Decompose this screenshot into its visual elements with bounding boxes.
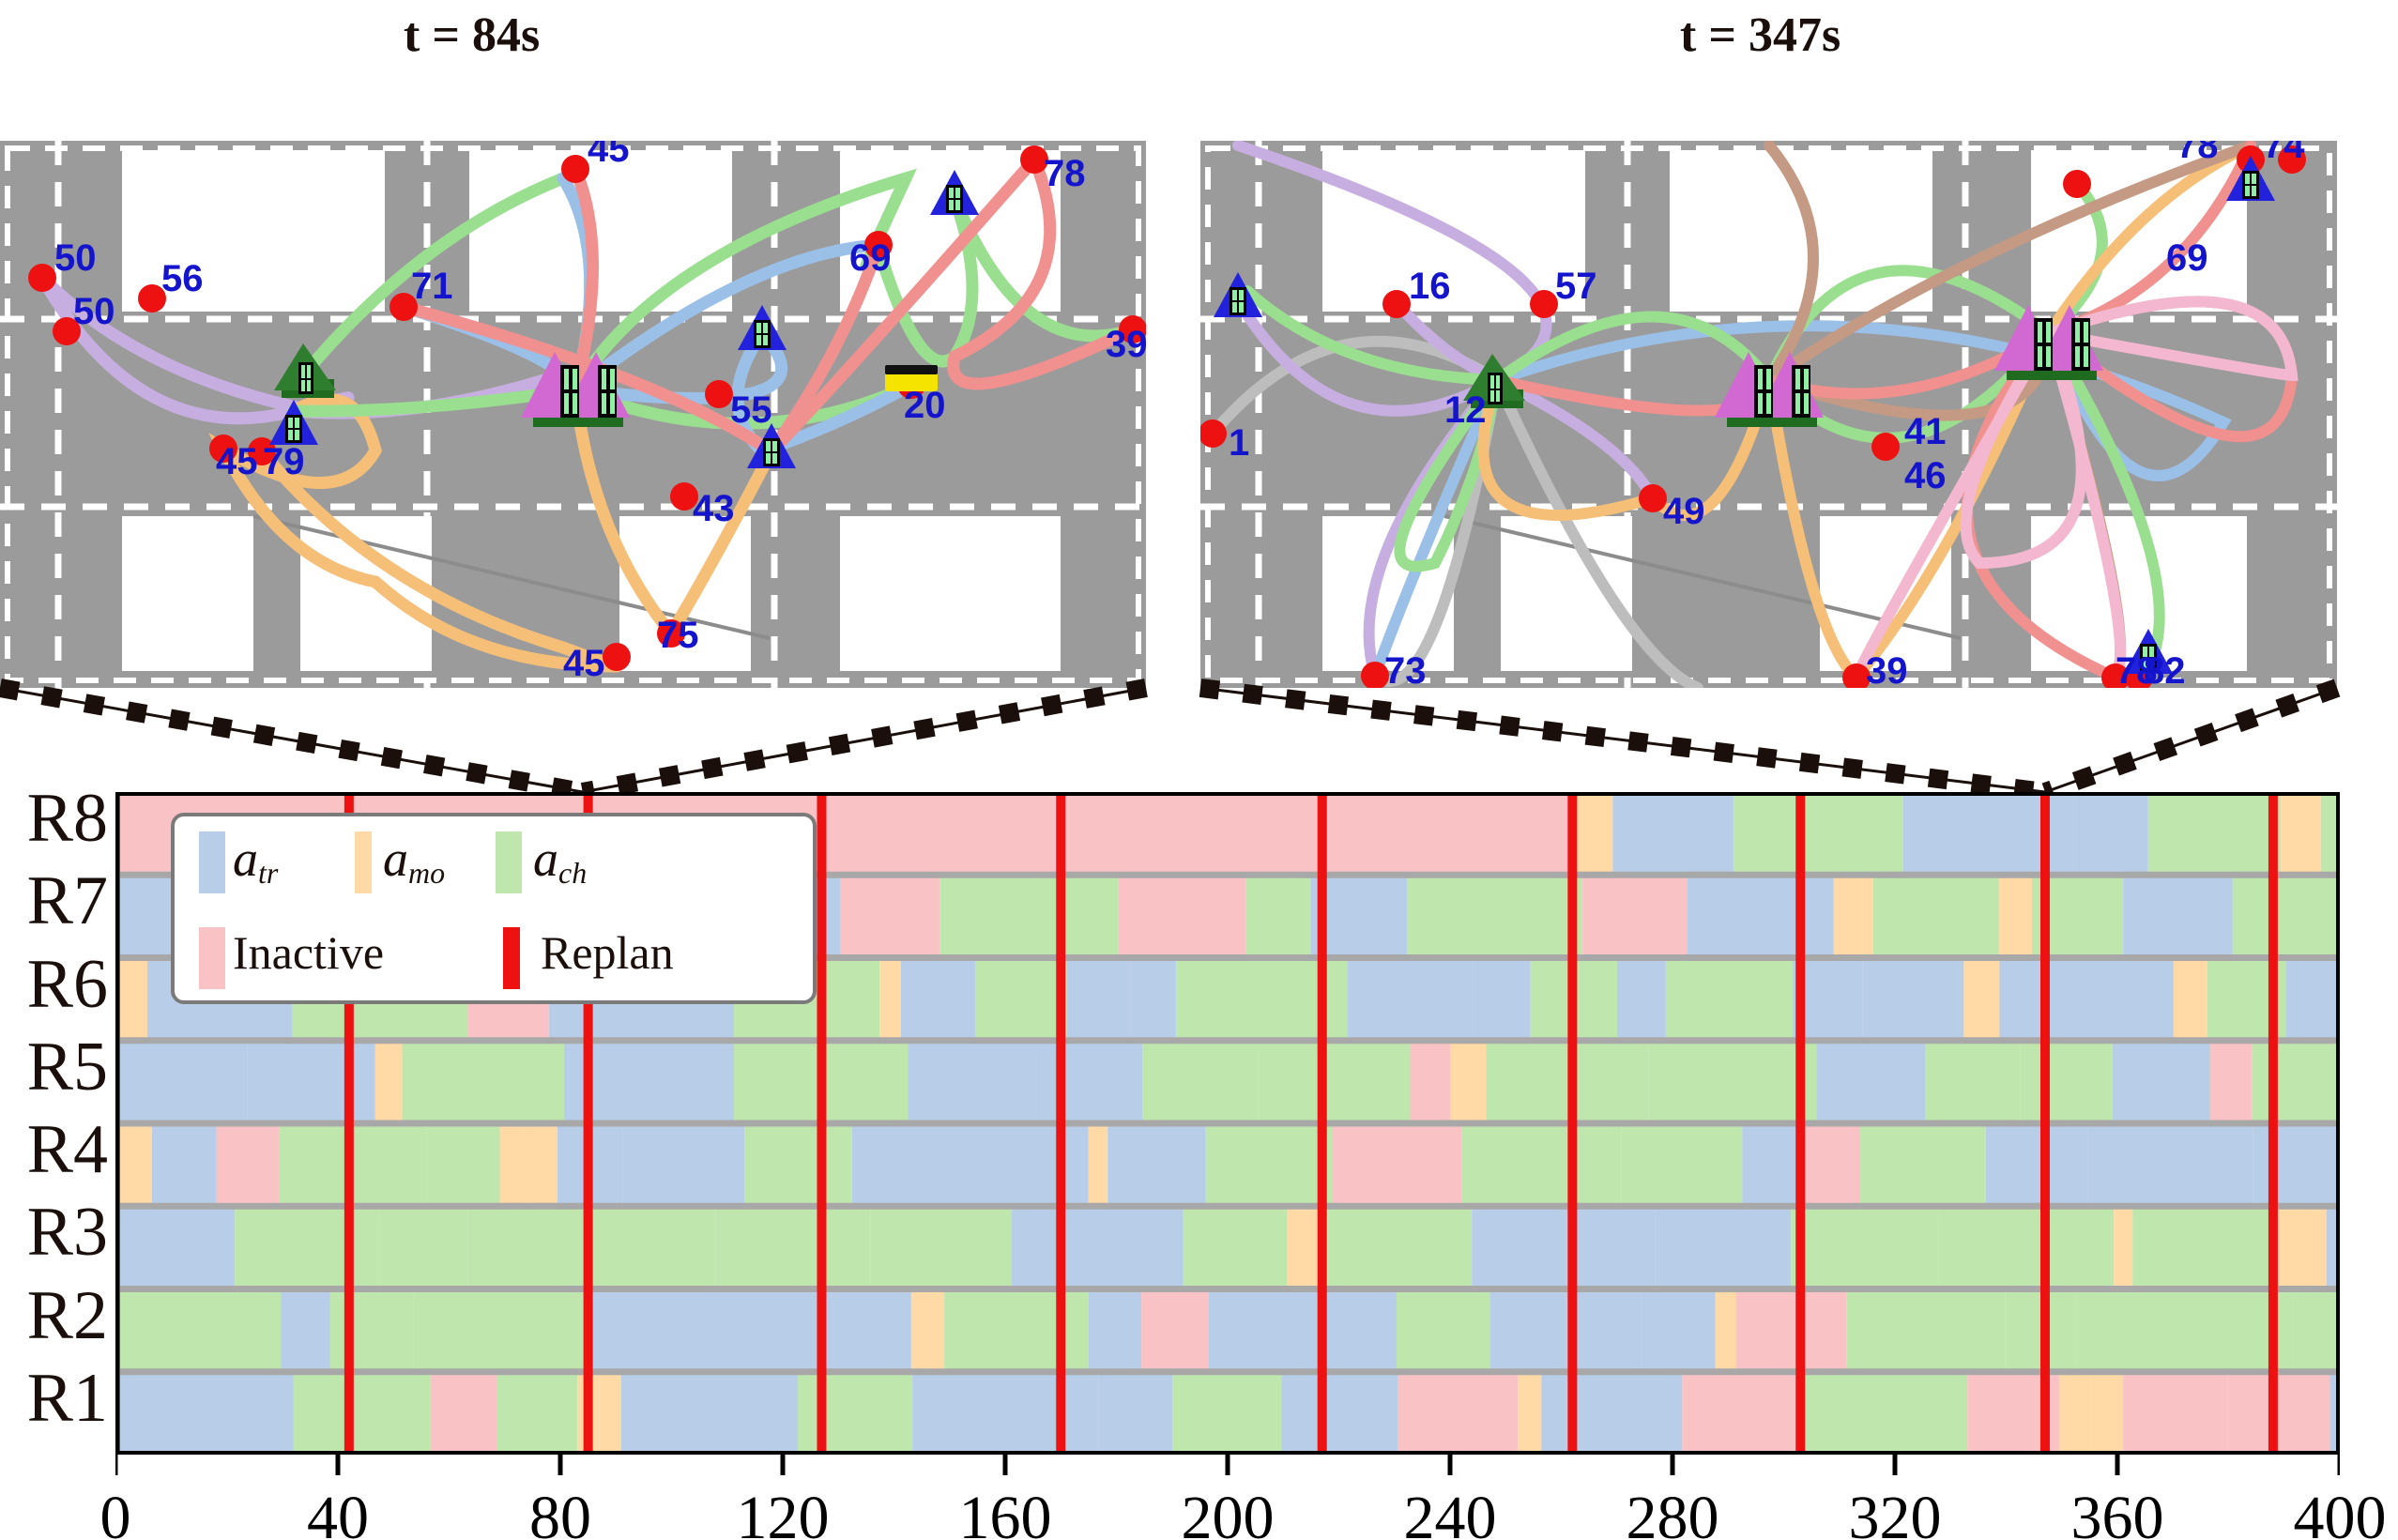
svg-text:45: 45 <box>563 643 605 684</box>
svg-text:49: 49 <box>1663 491 1705 532</box>
svg-text:69: 69 <box>2166 237 2208 279</box>
svg-text:57: 57 <box>1555 266 1597 307</box>
svg-text:79: 79 <box>263 441 305 482</box>
svg-text:69: 69 <box>849 237 892 279</box>
svg-text:71: 71 <box>411 266 453 307</box>
svg-text:75: 75 <box>657 615 699 656</box>
svg-text:82: 82 <box>2144 650 2186 688</box>
svg-text:78: 78 <box>1044 153 1086 194</box>
svg-text:55: 55 <box>730 389 772 431</box>
svg-text:46: 46 <box>1904 455 1947 496</box>
svg-text:41: 41 <box>1904 411 1947 452</box>
svg-text:20: 20 <box>904 385 946 426</box>
svg-text:1: 1 <box>1229 422 1249 464</box>
svg-text:56: 56 <box>161 258 204 299</box>
svg-text:45: 45 <box>216 441 258 482</box>
svg-text:12: 12 <box>1444 389 1487 431</box>
svg-text:39: 39 <box>1106 324 1146 365</box>
svg-text:73: 73 <box>1384 650 1427 688</box>
svg-text:50: 50 <box>73 291 115 332</box>
svg-text:74: 74 <box>2263 141 2305 166</box>
svg-text:16: 16 <box>1409 266 1451 307</box>
svg-text:50: 50 <box>54 237 97 279</box>
svg-text:39: 39 <box>1866 650 1908 688</box>
svg-text:43: 43 <box>693 488 735 529</box>
svg-text:78: 78 <box>2177 141 2219 166</box>
svg-text:45: 45 <box>588 141 630 170</box>
